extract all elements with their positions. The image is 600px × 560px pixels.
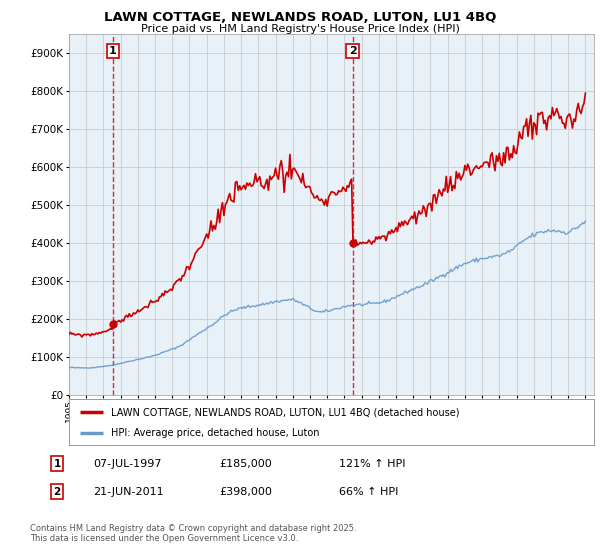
Text: LAWN COTTAGE, NEWLANDS ROAD, LUTON, LU1 4BQ (detached house): LAWN COTTAGE, NEWLANDS ROAD, LUTON, LU1 …	[111, 407, 460, 417]
Text: 2: 2	[349, 46, 356, 56]
Text: 07-JUL-1997: 07-JUL-1997	[93, 459, 161, 469]
Text: 1: 1	[53, 459, 61, 469]
Text: LAWN COTTAGE, NEWLANDS ROAD, LUTON, LU1 4BQ: LAWN COTTAGE, NEWLANDS ROAD, LUTON, LU1 …	[104, 11, 496, 24]
Text: This data is licensed under the Open Government Licence v3.0.: This data is licensed under the Open Gov…	[30, 534, 298, 543]
Text: Contains HM Land Registry data © Crown copyright and database right 2025.: Contains HM Land Registry data © Crown c…	[30, 524, 356, 533]
Text: 1: 1	[109, 46, 116, 56]
Text: £398,000: £398,000	[219, 487, 272, 497]
Text: HPI: Average price, detached house, Luton: HPI: Average price, detached house, Luto…	[111, 428, 320, 438]
Text: Price paid vs. HM Land Registry's House Price Index (HPI): Price paid vs. HM Land Registry's House …	[140, 24, 460, 34]
Text: £185,000: £185,000	[219, 459, 272, 469]
Text: 21-JUN-2011: 21-JUN-2011	[93, 487, 164, 497]
Text: 66% ↑ HPI: 66% ↑ HPI	[339, 487, 398, 497]
Text: 121% ↑ HPI: 121% ↑ HPI	[339, 459, 406, 469]
Text: 2: 2	[53, 487, 61, 497]
